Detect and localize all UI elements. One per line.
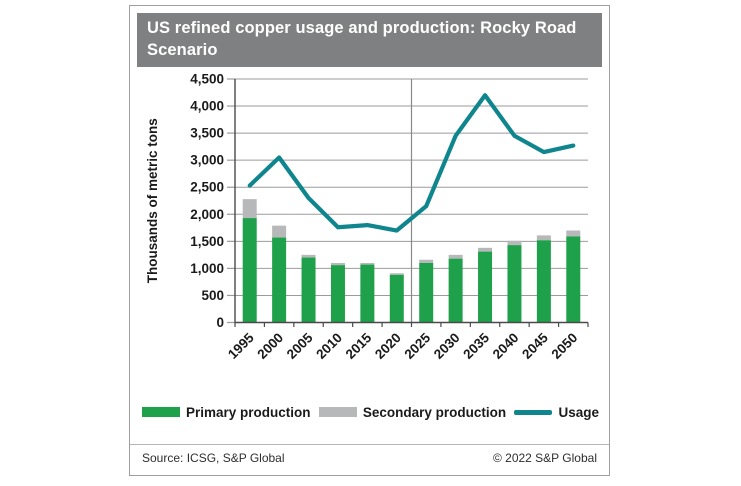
bar-secondary-2030 <box>448 254 463 259</box>
primary-production-swatch <box>142 407 180 418</box>
secondary-production-swatch <box>318 407 357 418</box>
bar-primary-2025 <box>419 262 434 323</box>
bar-secondary-2015 <box>360 262 375 265</box>
legend-item-usage: Usage <box>514 405 599 420</box>
bar-primary-1995 <box>242 217 257 323</box>
y-axis-labels: 0 500 1,000 1,500 2,000 2,500 3,000 3,500 4,000 4… <box>190 71 224 330</box>
chart-area: 0 500 1,000 1,500 2,000 2,500 3,000 3,500 4,000 4… <box>137 71 602 391</box>
x-tick-label-2000: 2000 <box>254 330 286 362</box>
bar-primary-2005 <box>301 257 316 323</box>
bar-secondary-2020 <box>389 273 404 275</box>
bar-secondary-2025 <box>419 259 434 263</box>
x-tick-label-2040: 2040 <box>490 330 522 362</box>
y-axis-ticks <box>227 78 235 323</box>
y-axis-title: Thousands of metric tons <box>145 118 160 283</box>
footer: Source: ICSG, S&P Global © 2022 S&P Glob… <box>130 444 609 465</box>
bar-primary-2030 <box>448 258 463 323</box>
bar-secondary-2050 <box>566 230 581 237</box>
x-tick-label-2010: 2010 <box>313 330 345 362</box>
y-tick-label: 500 <box>201 288 224 303</box>
usage-line-swatch <box>514 410 553 415</box>
y-tick-label: 0 <box>216 315 224 330</box>
y-tick-label: 3,500 <box>190 125 224 140</box>
legend-item-secondary-production: Secondary production <box>318 404 507 420</box>
x-tick-label-1995: 1995 <box>225 330 257 362</box>
usage-line <box>247 93 576 233</box>
bar-primary-2010 <box>330 265 345 323</box>
bar-primary-2035 <box>478 251 493 323</box>
bar-primary-2050 <box>566 236 581 323</box>
x-tick-label-2025: 2025 <box>401 330 433 362</box>
y-tick-label: 3,000 <box>190 153 224 168</box>
bar-primary-2015 <box>360 264 375 323</box>
bar-secondary-2035 <box>478 247 493 252</box>
bar-secondary-1995 <box>242 199 257 218</box>
x-axis-labels: 1995200020052010201520202025203020352040… <box>225 330 580 362</box>
bar-secondary-2010 <box>330 262 345 266</box>
legend-label: Secondary production <box>362 404 507 420</box>
chart-widget: US refined copper usage and production: … <box>129 5 610 476</box>
x-tick-label-2005: 2005 <box>284 330 316 362</box>
y-tick-label: 2,000 <box>190 207 224 222</box>
legend-label: Primary production <box>186 404 311 420</box>
x-tick-label-2035: 2035 <box>460 330 492 362</box>
copyright-text: © 2022 S&P Global <box>492 451 597 465</box>
source-text: Source: ICSG, S&P Global <box>142 451 285 465</box>
bars <box>242 199 581 323</box>
bar-secondary-2000 <box>272 225 287 238</box>
bar-secondary-2045 <box>536 235 551 241</box>
bar-primary-2040 <box>507 244 522 323</box>
y-tick-label: 1,000 <box>190 261 224 276</box>
x-tick-label-2045: 2045 <box>519 330 551 362</box>
x-tick-label-2020: 2020 <box>372 330 404 362</box>
x-tick-label-2030: 2030 <box>431 330 463 362</box>
legend: Primary production Secondary production … <box>142 405 599 420</box>
y-tick-label: 4,000 <box>190 98 224 113</box>
y-tick-label: 2,500 <box>190 180 224 195</box>
bar-secondary-2040 <box>507 240 522 245</box>
chart-title: US refined copper usage and production: … <box>137 13 602 67</box>
bar-primary-2000 <box>272 237 287 323</box>
x-tick-label-2015: 2015 <box>343 330 375 362</box>
bar-primary-2020 <box>389 274 404 323</box>
legend-label: Usage <box>558 404 599 420</box>
bar-secondary-2005 <box>301 254 316 258</box>
legend-item-primary-production: Primary production <box>142 405 311 420</box>
y-tick-label: 1,500 <box>190 234 224 249</box>
chart-plot: 0 500 1,000 1,500 2,000 2,500 3,000 3,500 4,000 4… <box>145 71 589 362</box>
bar-primary-2045 <box>536 240 551 323</box>
x-axis-ticks <box>234 322 589 327</box>
y-tick-label: 4,500 <box>190 71 224 86</box>
x-tick-label-2050: 2050 <box>549 330 581 362</box>
